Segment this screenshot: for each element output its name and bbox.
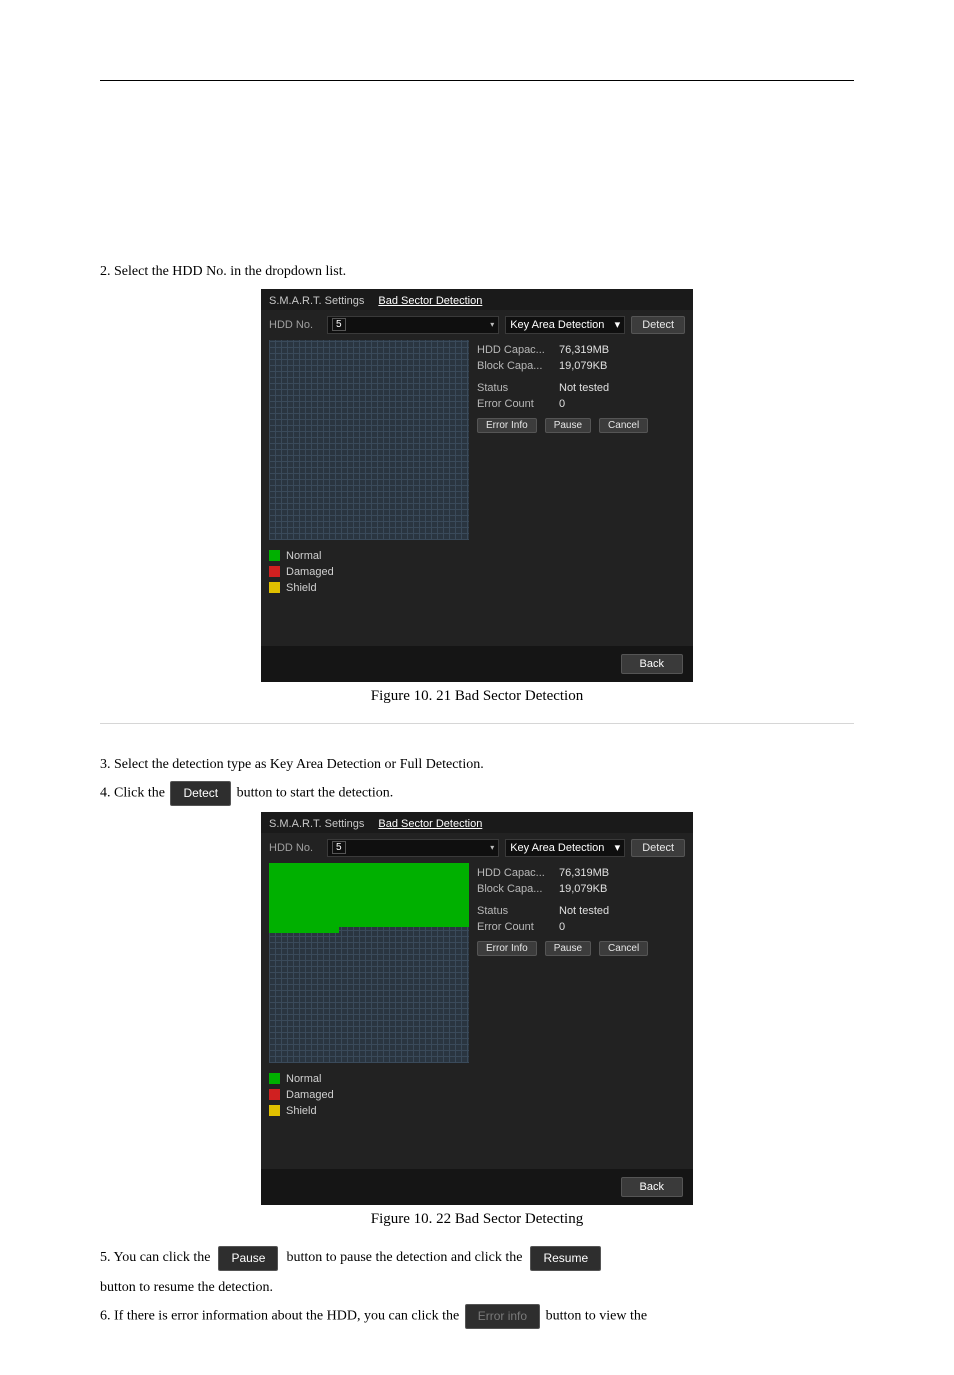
sector-progress-fill <box>269 863 469 927</box>
block-capacity-value: 19,079KB <box>559 360 607 372</box>
hdd-no-value: 5 <box>332 318 346 331</box>
step-3-text: 3. Select the detection type as Key Area… <box>100 754 854 776</box>
dvr-panel-1: S.M.A.R.T. Settings Bad Sector Detection… <box>261 289 693 682</box>
block-capacity-value: 19,079KB <box>559 883 607 895</box>
legend-label-normal: Normal <box>286 1073 321 1085</box>
pause-button-inline: Pause <box>218 1246 278 1271</box>
figure-caption-2: Figure 10. 22 Bad Sector Detecting <box>371 1211 583 1228</box>
hdd-no-select[interactable]: 5 ▾ <box>327 316 499 334</box>
top-rule <box>100 80 854 81</box>
hdd-capacity-label: HDD Capac... <box>477 867 559 879</box>
hdd-capacity-value: 76,319MB <box>559 344 609 356</box>
legend-swatch-shield <box>269 582 280 593</box>
tab-bad-sector-detection[interactable]: Bad Sector Detection <box>378 818 482 833</box>
hdd-no-select[interactable]: 5 ▾ <box>327 839 499 857</box>
step-6-text: 6. If there is error information about t… <box>100 1304 854 1329</box>
pause-button[interactable]: Pause <box>545 418 591 433</box>
status-label: Status <box>477 905 559 917</box>
sector-grid <box>269 863 469 1063</box>
detection-type-value: Key Area Detection <box>510 319 604 331</box>
chevron-down-icon: ▾ <box>490 843 494 852</box>
legend: Normal Damaged Shield <box>269 1073 469 1117</box>
error-count-label: Error Count <box>477 921 559 933</box>
sector-grid <box>269 340 469 540</box>
divider <box>100 723 854 724</box>
status-label: Status <box>477 382 559 394</box>
detection-type-select[interactable]: Key Area Detection ▾ <box>505 316 625 334</box>
legend-label-shield: Shield <box>286 1105 317 1117</box>
tab-smart-settings[interactable]: S.M.A.R.T. Settings <box>269 295 364 310</box>
legend-swatch-damaged <box>269 1089 280 1100</box>
status-value: Not tested <box>559 382 609 394</box>
detection-type-value: Key Area Detection <box>510 842 604 854</box>
detect-button-inline: Detect <box>170 781 231 806</box>
tab-bad-sector-detection[interactable]: Bad Sector Detection <box>378 295 482 310</box>
chevron-down-icon: ▾ <box>490 320 494 329</box>
hdd-no-label: HDD No. <box>269 842 321 854</box>
back-button[interactable]: Back <box>621 654 683 674</box>
step-5-text: 5. You can click the Pause button to pau… <box>100 1246 854 1298</box>
legend-label-damaged: Damaged <box>286 566 334 578</box>
block-capacity-label: Block Capa... <box>477 360 559 372</box>
error-info-button-inline: Error info <box>465 1304 540 1329</box>
error-info-button[interactable]: Error Info <box>477 418 537 433</box>
step-2-text: 2. Select the HDD No. in the dropdown li… <box>100 261 854 283</box>
legend-swatch-normal <box>269 1073 280 1084</box>
cancel-button[interactable]: Cancel <box>599 418 648 433</box>
pause-button[interactable]: Pause <box>545 941 591 956</box>
cancel-button[interactable]: Cancel <box>599 941 648 956</box>
figure-caption-1: Figure 10. 21 Bad Sector Detection <box>371 688 583 705</box>
legend-swatch-shield <box>269 1105 280 1116</box>
block-capacity-label: Block Capa... <box>477 883 559 895</box>
detection-type-select[interactable]: Key Area Detection ▾ <box>505 839 625 857</box>
tab-smart-settings[interactable]: S.M.A.R.T. Settings <box>269 818 364 833</box>
hdd-no-value: 5 <box>332 841 346 854</box>
error-count-value: 0 <box>559 921 565 933</box>
legend-label-damaged: Damaged <box>286 1089 334 1101</box>
error-count-label: Error Count <box>477 398 559 410</box>
resume-button-inline: Resume <box>530 1246 601 1271</box>
dvr-panel-2: S.M.A.R.T. Settings Bad Sector Detection… <box>261 812 693 1205</box>
legend-swatch-damaged <box>269 566 280 577</box>
detect-button[interactable]: Detect <box>631 839 685 857</box>
hdd-capacity-value: 76,319MB <box>559 867 609 879</box>
back-button[interactable]: Back <box>621 1177 683 1197</box>
error-info-button[interactable]: Error Info <box>477 941 537 956</box>
detect-button[interactable]: Detect <box>631 316 685 334</box>
legend-label-shield: Shield <box>286 582 317 594</box>
legend-label-normal: Normal <box>286 550 321 562</box>
legend: Normal Damaged Shield <box>269 550 469 594</box>
hdd-capacity-label: HDD Capac... <box>477 344 559 356</box>
step-4-text: 4. Click the Detect button to start the … <box>100 781 854 806</box>
legend-swatch-normal <box>269 550 280 561</box>
chevron-down-icon: ▾ <box>615 318 621 331</box>
sector-progress-partial <box>269 927 339 933</box>
status-value: Not tested <box>559 905 609 917</box>
error-count-value: 0 <box>559 398 565 410</box>
chevron-down-icon: ▾ <box>615 841 621 854</box>
hdd-no-label: HDD No. <box>269 319 321 331</box>
